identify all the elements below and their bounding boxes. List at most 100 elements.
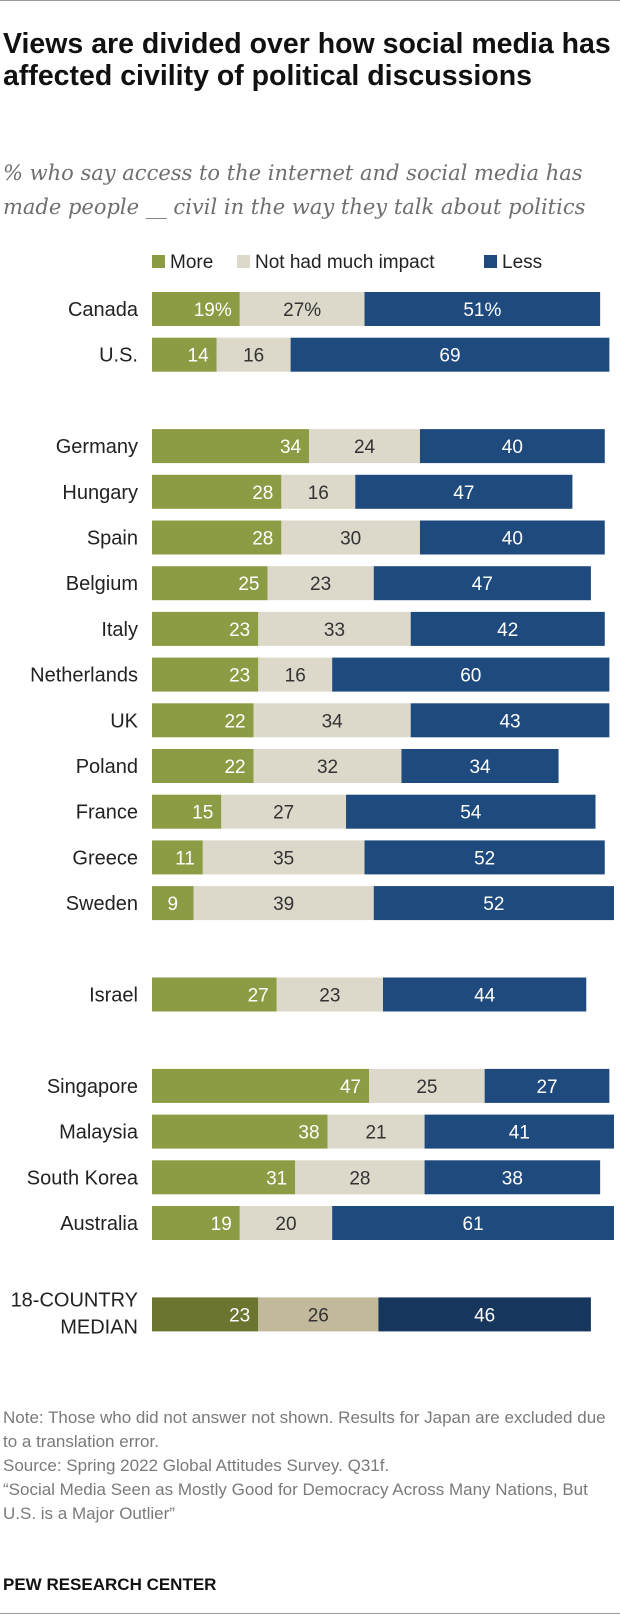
legend-label: Not had much impact <box>255 252 435 273</box>
bar-segment <box>152 1206 240 1240</box>
bar-segment <box>152 794 222 829</box>
row-label: Italy <box>101 619 138 641</box>
bar-segment <box>373 566 591 601</box>
bar-segment <box>202 840 365 875</box>
data-label: 25 <box>416 1077 437 1098</box>
bar-segment <box>258 1297 379 1332</box>
row-label: Netherlands <box>30 665 138 687</box>
bar-segment <box>152 1160 296 1195</box>
data-label: 69 <box>439 346 460 367</box>
bar-segment <box>152 611 259 646</box>
data-label: 47 <box>340 1077 361 1098</box>
bar-segment <box>152 337 217 372</box>
data-label: 40 <box>502 437 523 458</box>
bar-segment <box>152 657 259 692</box>
bar-segment <box>332 1206 614 1240</box>
data-label: 60 <box>460 666 481 687</box>
bar-segment <box>401 749 559 783</box>
bar-segment <box>253 749 402 783</box>
bar-segment <box>152 292 240 326</box>
data-label: 28 <box>349 1168 370 1189</box>
bar-segment <box>152 566 268 601</box>
bar-segment <box>383 977 587 1012</box>
row-label: Canada <box>68 299 139 321</box>
bar-segment <box>152 429 310 464</box>
data-label: 30 <box>340 529 361 550</box>
bar-segment <box>281 520 420 555</box>
row-label: Belgium <box>66 573 138 595</box>
bar-segment <box>152 977 277 1012</box>
bar-segment <box>281 474 356 509</box>
data-label: 14 <box>188 346 210 367</box>
notes: Note: Those who did not answer not shown… <box>3 1406 615 1526</box>
row-label: Malaysia <box>59 1122 139 1144</box>
bar-segment <box>327 1114 425 1149</box>
row-label: Germany <box>56 436 138 458</box>
bar-segment <box>152 1114 328 1149</box>
bar-segment <box>152 1068 370 1103</box>
bar-segment <box>239 1206 333 1240</box>
bar-segment <box>373 886 614 921</box>
data-label: 11 <box>175 848 195 869</box>
data-label: 43 <box>499 711 520 732</box>
bar-segment <box>152 703 254 738</box>
data-label: 15 <box>192 803 213 824</box>
bar-segment <box>193 886 374 921</box>
data-label: 27 <box>536 1077 557 1098</box>
bar-segment <box>419 429 605 464</box>
bar-segment <box>152 886 194 921</box>
bar-segment <box>152 749 254 783</box>
data-label: 52 <box>474 848 495 869</box>
legend-swatch <box>484 255 497 268</box>
data-label: 40 <box>502 529 523 550</box>
bar-segment <box>369 1068 485 1103</box>
data-label: 51% <box>463 300 501 321</box>
data-label: 25 <box>238 574 259 595</box>
data-label: 47 <box>472 574 493 595</box>
data-label: 41 <box>509 1123 530 1144</box>
data-label: 23 <box>229 1305 250 1326</box>
bar-segment <box>258 657 333 692</box>
bar-segment <box>419 520 605 555</box>
bar-segment <box>346 794 596 829</box>
data-label: 34 <box>280 437 302 458</box>
bar-segment <box>152 474 282 509</box>
source-text: Source: Spring 2022 Global Attitudes Sur… <box>3 1456 390 1475</box>
data-label: 9 <box>168 894 179 915</box>
data-label: 19% <box>194 300 232 321</box>
bar-segment <box>378 1297 591 1332</box>
row-label: South Korea <box>27 1167 139 1189</box>
row-label: U.S. <box>99 345 138 367</box>
bar-segment <box>424 1160 601 1195</box>
legend-label: Less <box>502 252 542 273</box>
bar-segment <box>295 1160 425 1195</box>
bar-segment <box>410 611 605 646</box>
data-label: 54 <box>460 803 482 824</box>
row-label: Spain <box>87 528 138 550</box>
data-label: 23 <box>229 666 250 687</box>
bar-segment <box>258 611 411 646</box>
bar-segment <box>410 703 610 738</box>
data-label: 23 <box>310 574 331 595</box>
note-text: Note: Those who did not answer not shown… <box>3 1408 606 1451</box>
bar-segment <box>152 520 282 555</box>
legend-swatch <box>152 255 165 268</box>
row-label: MEDIAN <box>60 1316 138 1338</box>
data-label: 34 <box>469 757 491 778</box>
report-title-text: “Social Media Seen as Mostly Good for De… <box>3 1480 588 1523</box>
bar-segment <box>239 292 365 326</box>
data-label: 16 <box>285 666 306 687</box>
data-label: 23 <box>229 620 250 641</box>
data-label: 19 <box>211 1214 232 1235</box>
data-label: 26 <box>308 1305 329 1326</box>
data-label: 47 <box>453 483 474 504</box>
row-label: Singapore <box>47 1076 138 1098</box>
row-label: 18-COUNTRY <box>11 1289 138 1311</box>
row-label: Poland <box>76 756 138 778</box>
bar-segment <box>484 1068 610 1103</box>
data-label: 38 <box>298 1123 319 1144</box>
row-label: France <box>76 802 138 824</box>
data-label: 52 <box>483 894 504 915</box>
row-label: Israel <box>89 985 138 1007</box>
data-label: 27 <box>273 803 294 824</box>
